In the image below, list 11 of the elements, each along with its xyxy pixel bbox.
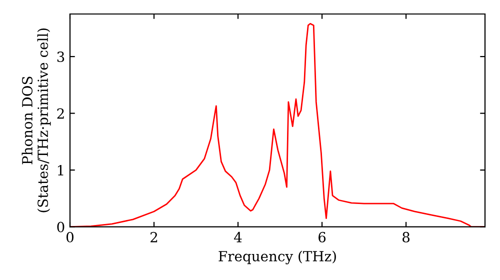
- y-tick-label: 1: [58, 165, 64, 176]
- x-tick-label: 4: [234, 232, 242, 242]
- x-tick-label: 6: [318, 232, 326, 242]
- y-axis-title: Phonon DOS (States/THz·primitive cell): [22, 28, 51, 212]
- x-tick-label: 0: [66, 232, 74, 242]
- x-tick-label: 8: [402, 232, 410, 242]
- y-tick-label: 0: [57, 222, 64, 232]
- x-tick-label: 2: [150, 232, 158, 242]
- y-tick-label: 2: [57, 108, 64, 119]
- x-axis-title: Frequency (THz): [218, 250, 336, 264]
- y-tick-label: 3: [57, 52, 64, 62]
